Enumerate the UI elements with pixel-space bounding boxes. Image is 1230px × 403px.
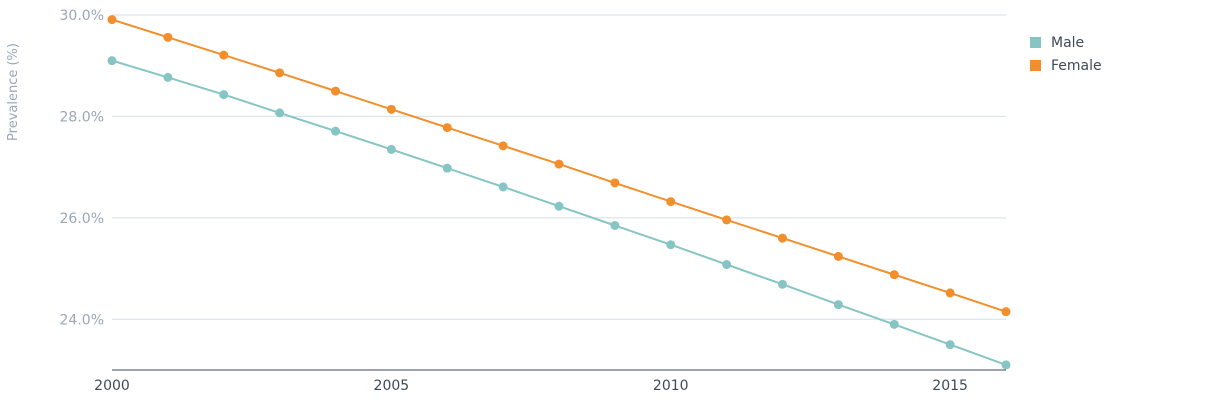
data-point-male[interactable]	[219, 90, 229, 100]
data-point-female[interactable]	[498, 141, 508, 151]
series-lines	[107, 15, 1011, 370]
data-point-male[interactable]	[163, 72, 173, 82]
series-female	[107, 15, 1011, 317]
data-point-female[interactable]	[666, 197, 676, 207]
data-point-male[interactable]	[498, 182, 508, 192]
gridlines	[112, 14, 1006, 320]
y-axis-title: Prevalence (%)	[6, 43, 21, 141]
data-point-female[interactable]	[219, 50, 229, 60]
data-point-female[interactable]	[275, 68, 285, 78]
x-tick-label: 2000	[94, 378, 130, 394]
data-point-male[interactable]	[722, 260, 732, 270]
data-point-female[interactable]	[554, 159, 564, 169]
data-point-male[interactable]	[666, 240, 676, 250]
y-tick-label: 28.0%	[60, 109, 104, 125]
y-tick-label: 30.0%	[60, 8, 104, 24]
data-point-female[interactable]	[442, 123, 452, 133]
data-point-male[interactable]	[1001, 360, 1011, 370]
data-point-male[interactable]	[889, 319, 899, 329]
data-point-male[interactable]	[275, 108, 285, 118]
data-point-female[interactable]	[163, 32, 173, 42]
data-point-male[interactable]	[778, 279, 787, 289]
legend-swatch	[1030, 37, 1041, 48]
axes: 24.0% 26.0% 28.0% 30.0% 2000 2005 2010 2015 Prev…	[6, 8, 1006, 394]
data-point-female[interactable]	[945, 288, 955, 298]
data-point-female[interactable]	[1001, 307, 1011, 317]
data-point-female[interactable]	[889, 270, 899, 280]
legend-item-female[interactable]: Female	[1030, 58, 1102, 74]
data-point-female[interactable]	[610, 178, 620, 188]
legend-label: Male	[1051, 35, 1084, 51]
data-point-male[interactable]	[554, 201, 564, 211]
data-point-male[interactable]	[331, 126, 340, 136]
y-tick-label: 26.0%	[60, 211, 104, 227]
data-point-male[interactable]	[833, 300, 843, 310]
legend-swatch	[1030, 60, 1041, 71]
series-male	[107, 56, 1011, 370]
data-point-male[interactable]	[386, 144, 396, 154]
legend-label: Female	[1051, 58, 1102, 74]
data-point-male[interactable]	[610, 220, 620, 230]
data-point-female[interactable]	[833, 251, 843, 261]
y-tick-label: 24.0%	[60, 312, 104, 328]
data-point-male[interactable]	[945, 340, 955, 350]
data-point-female[interactable]	[722, 215, 732, 225]
x-tick-label: 2015	[932, 378, 968, 394]
data-point-female[interactable]	[778, 233, 787, 243]
legend-item-male[interactable]: Male	[1030, 35, 1084, 51]
data-point-male[interactable]	[107, 56, 117, 66]
x-tick-label: 2010	[653, 378, 689, 394]
legend: Male Female	[1030, 35, 1102, 74]
data-point-female[interactable]	[331, 86, 340, 96]
data-point-male[interactable]	[442, 163, 452, 173]
x-tick-label: 2005	[374, 378, 410, 394]
data-point-female[interactable]	[107, 15, 117, 25]
data-point-female[interactable]	[386, 104, 396, 114]
